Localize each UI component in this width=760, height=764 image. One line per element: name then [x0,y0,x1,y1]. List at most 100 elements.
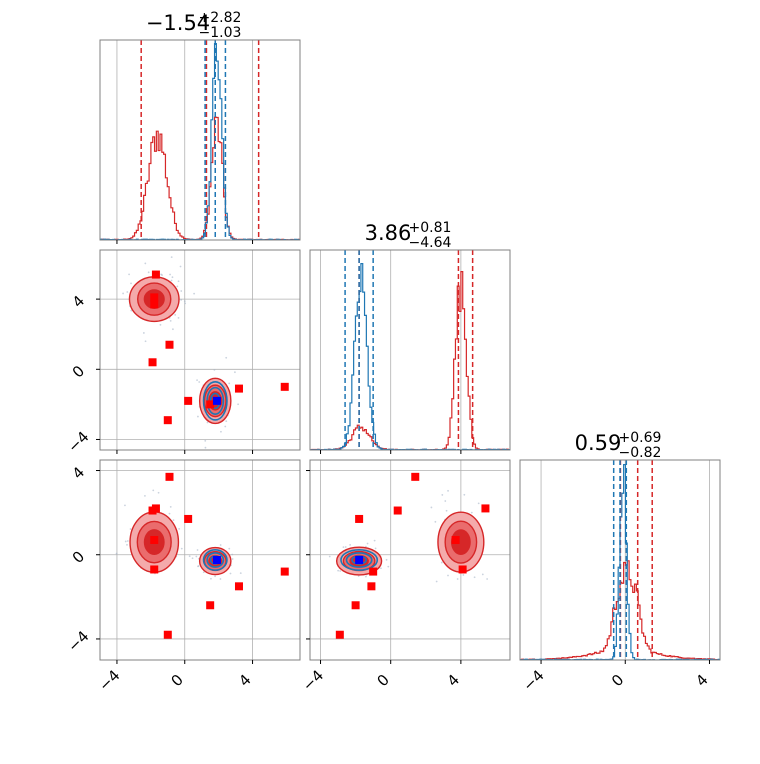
sample-point-1-0-111 [204,439,207,442]
sample-point-2-1-133 [364,575,367,578]
sample-point-2-0-29 [219,578,222,580]
sample-point-2-1-120 [477,502,480,505]
sample-point-2-0-15 [214,575,216,578]
sample-point-1-0-60 [180,290,183,292]
sample-point-2-1-55 [344,546,347,548]
xtick-label-0-2: 4 [235,671,254,690]
marker-red-1-0-3 [165,340,174,349]
sample-point-2-0-12 [188,555,191,558]
sample-point-1-0-32 [159,323,162,326]
sample-point-1-0-2 [171,276,174,279]
sample-point-1-0-93 [206,421,209,424]
panel-frame-2-0 [99,459,301,661]
xtick-label-1-2: 4 [444,671,463,690]
marker-red-2-0-9 [163,630,172,639]
sample-point-1-0-7 [234,371,236,374]
xtick-label-0-0: −4 [95,666,123,694]
ytick-label-2-1: 0 [69,547,88,566]
sample-point-1-0-33 [198,381,201,383]
contour-blue-2-0-1 [206,552,225,568]
histogram-red-1 [310,271,510,450]
sample-point-1-0-24 [128,273,130,276]
sample-point-1-0-135 [225,356,228,359]
marker-red-1-0-7 [280,382,289,391]
sample-point-2-0-96 [129,528,132,530]
xtick-label-2-1: 0 [608,671,627,690]
sample-point-2-1-60 [440,561,443,564]
sample-point-2-0-60 [178,527,181,530]
sample-point-2-0-9 [191,557,194,560]
sample-point-2-0-107 [197,565,200,567]
sample-point-2-0-113 [239,572,242,575]
sample-point-2-0-22 [172,519,175,521]
sample-point-2-0-55 [229,572,232,575]
panel-frame-2-1 [309,459,511,661]
sample-point-1-0-110 [130,282,132,285]
marker-red-1-0-1 [150,293,159,302]
sample-point-1-0-28 [179,265,182,268]
sample-point-1-0-98 [169,319,172,322]
marker-red-2-0-8 [206,601,215,610]
sample-point-2-0-116 [180,547,183,550]
marker-red-1-0-8 [206,400,215,409]
sample-point-2-0-0 [168,512,171,515]
sample-point-2-1-4 [430,506,433,509]
sample-point-1-0-87 [228,382,231,385]
marker-red-2-1-1 [458,565,467,574]
marker-blue-2-0-0 [212,556,221,564]
sample-point-2-0-35 [231,558,234,560]
sample-point-1-0-18 [172,328,174,331]
sample-point-1-0-72 [180,298,183,301]
panel-content-1-0 [122,256,289,449]
sample-point-2-1-21 [385,558,388,561]
histogram-blue-0 [100,43,300,240]
sample-point-1-0-134 [183,300,186,303]
marker-blue-1-0-0 [212,396,221,405]
title-value-2: 0.59 [575,431,622,455]
histogram-blue-1 [310,263,510,450]
marker-red-2-0-7 [280,567,289,576]
sample-point-1-0-8 [126,291,129,293]
panel-frame-1-0 [99,249,301,451]
sample-point-1-0-56 [161,274,163,276]
panel-2-2 [520,460,720,660]
marker-red-2-1-4 [393,506,402,515]
sample-point-2-1-56 [481,573,484,576]
title-plus-0: +2.82 [199,10,242,26]
sample-point-2-0-17 [196,549,199,551]
marker-red-2-0-2 [150,536,159,544]
sample-point-1-0-127 [196,379,198,382]
sample-point-1-0-124 [144,262,147,265]
marker-red-1-0-9 [163,416,172,425]
sample-point-1-0-37 [224,425,227,428]
panel-2-0 [100,460,300,660]
sample-point-1-0-45 [213,368,216,371]
title-minus-2: −0.82 [619,445,662,461]
sample-point-2-1-5 [366,542,369,545]
sample-point-1-0-136 [144,340,147,343]
panel-content-0-0 [100,40,300,240]
sample-point-1-0-53 [197,415,199,418]
title-plus-2: +0.69 [619,430,662,446]
sample-point-2-1-52 [470,511,473,514]
contour-blue-1-0-0 [202,381,228,421]
sample-point-2-0-128 [169,505,172,508]
sample-point-2-1-8 [462,574,465,576]
sample-point-1-0-106 [176,285,179,288]
title-minus-1: −4.64 [409,235,452,251]
ytick-label-2-0: −4 [64,627,92,655]
sample-point-1-0-58 [169,273,171,276]
sample-point-1-0-66 [147,271,150,274]
sample-point-2-1-103 [339,570,342,572]
sample-point-1-0-100 [170,256,173,259]
marker-red-2-1-6 [367,582,376,591]
sample-point-1-0-40 [170,279,173,282]
sample-point-1-0-0 [122,292,125,295]
marker-red-2-1-3 [411,472,420,481]
sample-point-1-0-20 [184,302,187,305]
marker-red-1-0-6 [234,384,243,393]
panel-frame-0-0 [99,39,301,241]
marker-red-2-1-2 [451,536,460,544]
ytick-label-1-1: 0 [69,362,88,381]
sample-point-2-0-79 [231,553,234,556]
